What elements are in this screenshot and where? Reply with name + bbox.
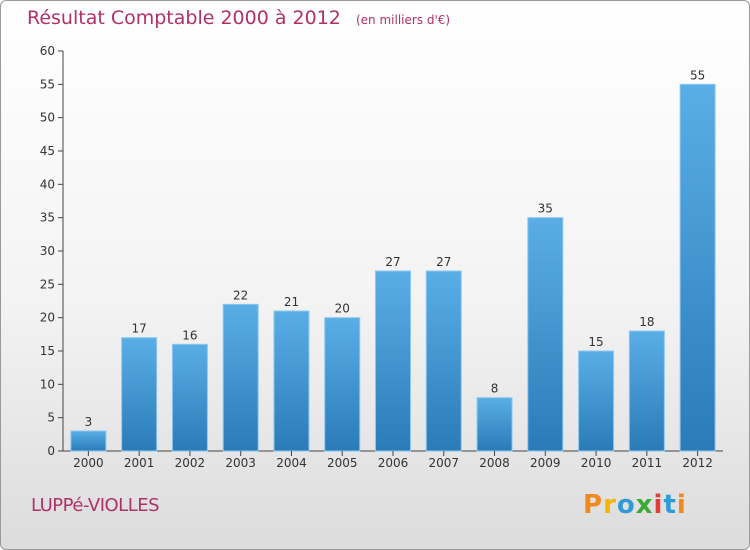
x-tick-label: 2001 <box>124 456 155 470</box>
commune-name: LUPPé-VIOLLES <box>31 495 160 516</box>
bar <box>476 397 513 452</box>
bar <box>425 270 462 452</box>
x-tick-label: 2009 <box>530 456 561 470</box>
y-tick-label: 30 <box>40 244 55 258</box>
bar <box>527 217 564 452</box>
y-tick-label: 40 <box>40 177 55 191</box>
bar <box>171 343 208 452</box>
x-tick-label: 2007 <box>428 456 459 470</box>
bar-value-label: 3 <box>85 415 93 429</box>
bar <box>578 350 615 452</box>
x-tick-label: 2005 <box>327 456 358 470</box>
y-tick-label: 50 <box>40 111 55 125</box>
y-tick-label: 15 <box>40 344 55 358</box>
bar-value-label: 8 <box>491 382 499 396</box>
logo-letter: i <box>676 490 687 520</box>
bar <box>121 337 158 452</box>
bar <box>375 270 411 452</box>
bar <box>679 83 716 452</box>
bar-value-label: 18 <box>639 315 654 329</box>
bar-value-label: 35 <box>538 202 553 216</box>
y-tick-label: 20 <box>40 311 55 325</box>
bar-value-label: 27 <box>436 255 451 269</box>
bar <box>70 430 107 452</box>
chart-title-group: Résultat Comptable 2000 à 2012 (en milli… <box>27 7 450 29</box>
x-tick-label: 2004 <box>276 456 307 470</box>
y-tick-label: 45 <box>40 144 55 158</box>
logo-letter: r <box>603 490 617 520</box>
y-tick-label: 55 <box>40 77 55 91</box>
chart-title: Résultat Comptable 2000 à 2012 <box>27 7 341 29</box>
bar-value-label: 22 <box>233 288 248 302</box>
x-tick-label: 2003 <box>225 456 256 470</box>
proxiti-logo: Proxiti <box>583 490 687 520</box>
y-tick-label: 25 <box>40 277 55 291</box>
bar-value-label: 15 <box>588 335 603 349</box>
bar <box>628 330 665 452</box>
logo-letter: i <box>653 490 664 520</box>
bar-value-label: 17 <box>132 322 147 336</box>
bar-value-label: 20 <box>335 302 350 316</box>
logo-letter: t <box>663 490 677 520</box>
bar-value-label: 16 <box>182 328 197 342</box>
logo-letter: o <box>616 490 636 520</box>
bar <box>222 303 259 452</box>
y-tick-label: 0 <box>47 444 55 458</box>
y-tick-label: 10 <box>40 377 55 391</box>
bar <box>324 317 361 452</box>
x-tick-label: 2006 <box>378 456 409 470</box>
x-tick-label: 2008 <box>479 456 510 470</box>
logo-letter: x <box>635 490 654 520</box>
bar-value-label: 27 <box>385 255 400 269</box>
logo-letter: P <box>583 490 604 520</box>
bar <box>273 310 310 452</box>
bar-value-label: 55 <box>690 68 705 82</box>
x-tick-label: 2002 <box>175 456 206 470</box>
y-tick-label: 5 <box>47 411 55 425</box>
chart-subtitle: (en milliers d'€) <box>355 13 451 27</box>
bar-value-label: 21 <box>284 295 299 309</box>
y-tick-label: 35 <box>40 211 55 225</box>
x-tick-label: 2000 <box>73 456 104 470</box>
x-tick-label: 2010 <box>581 456 612 470</box>
y-tick-label: 60 <box>40 44 55 58</box>
x-tick-label: 2011 <box>632 456 663 470</box>
x-tick-label: 2012 <box>682 456 713 470</box>
